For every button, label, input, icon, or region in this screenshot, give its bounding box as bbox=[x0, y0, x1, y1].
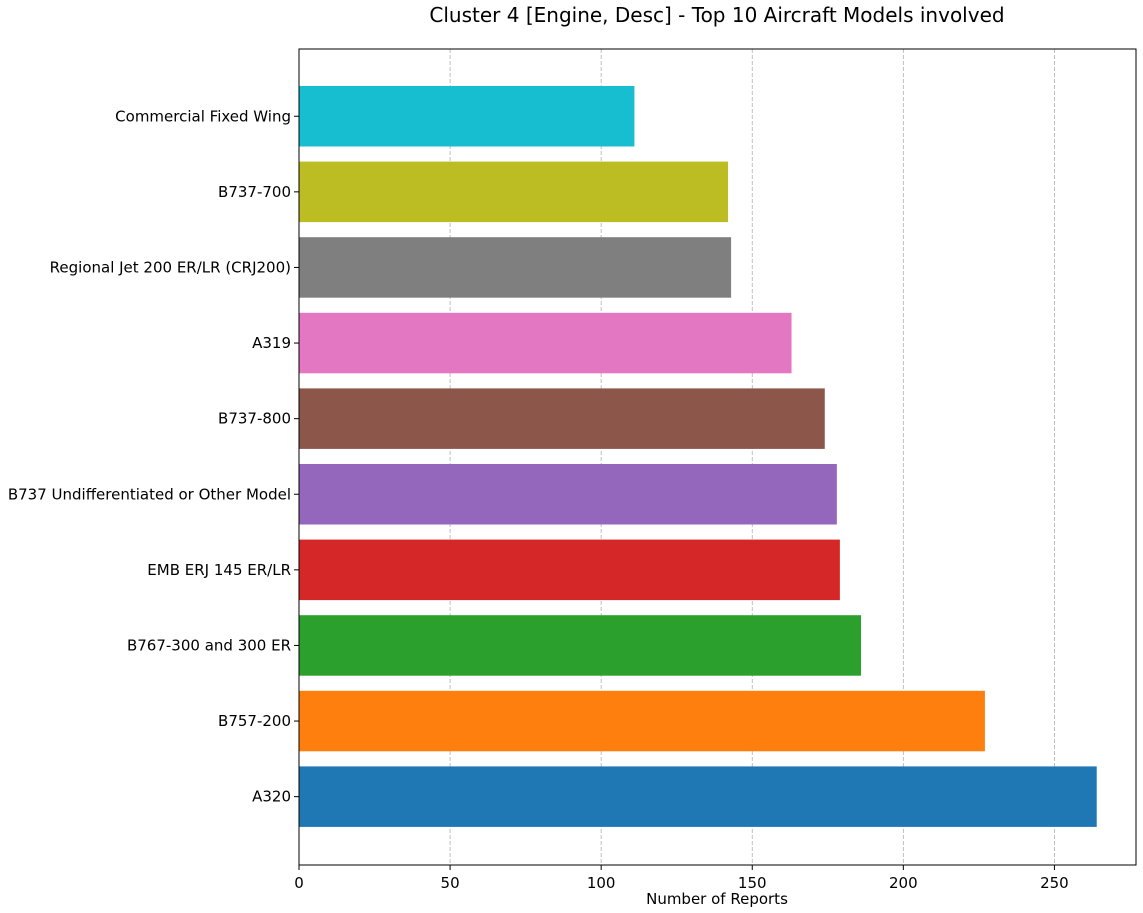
bars bbox=[299, 86, 1097, 827]
y-tick-label: Commercial Fixed Wing bbox=[115, 107, 291, 125]
plot-frame bbox=[298, 48, 1137, 866]
x-tick-label: 150 bbox=[738, 874, 767, 892]
bar bbox=[299, 690, 985, 752]
y-tick-label: B737-800 bbox=[218, 410, 291, 428]
y-tick-label: B737-700 bbox=[218, 183, 291, 201]
y-axis-ticks: A320 B757-200 B767-300 and 300 ER EMB ERJ 1… bbox=[8, 107, 299, 806]
bar bbox=[299, 161, 729, 223]
y-tick-label: B737 Undifferentiated or Other Model bbox=[8, 485, 291, 503]
y-tick-label: B757-200 bbox=[218, 712, 291, 730]
bar bbox=[299, 464, 837, 525]
bar bbox=[299, 86, 635, 147]
x-axis-label: Number of Reports bbox=[646, 890, 788, 908]
x-tick-label: 200 bbox=[889, 874, 918, 892]
x-tick-label: 100 bbox=[587, 874, 616, 892]
bar bbox=[299, 615, 862, 676]
bar bbox=[299, 388, 825, 449]
y-tick-label: EMB ERJ 145 ER/LR bbox=[147, 561, 291, 579]
chart-title: Cluster 4 [Engine, Desc] - Top 10 Aircra… bbox=[429, 3, 1004, 27]
y-tick-label: B767-300 and 300 ER bbox=[127, 636, 291, 654]
bar bbox=[299, 312, 792, 374]
x-axis-ticks: 0 50 100 150 200 250 bbox=[294, 865, 1069, 892]
y-tick-label: A320 bbox=[252, 788, 291, 806]
y-tick-label: A319 bbox=[252, 334, 291, 352]
x-tick-label: 50 bbox=[441, 874, 460, 892]
y-tick-label: Regional Jet 200 ER/LR (CRJ200) bbox=[50, 258, 291, 276]
bar bbox=[299, 237, 732, 298]
bar bbox=[299, 766, 1097, 827]
x-tick-label: 250 bbox=[1040, 874, 1069, 892]
x-tick-label: 0 bbox=[294, 874, 304, 892]
bar bbox=[299, 539, 840, 601]
